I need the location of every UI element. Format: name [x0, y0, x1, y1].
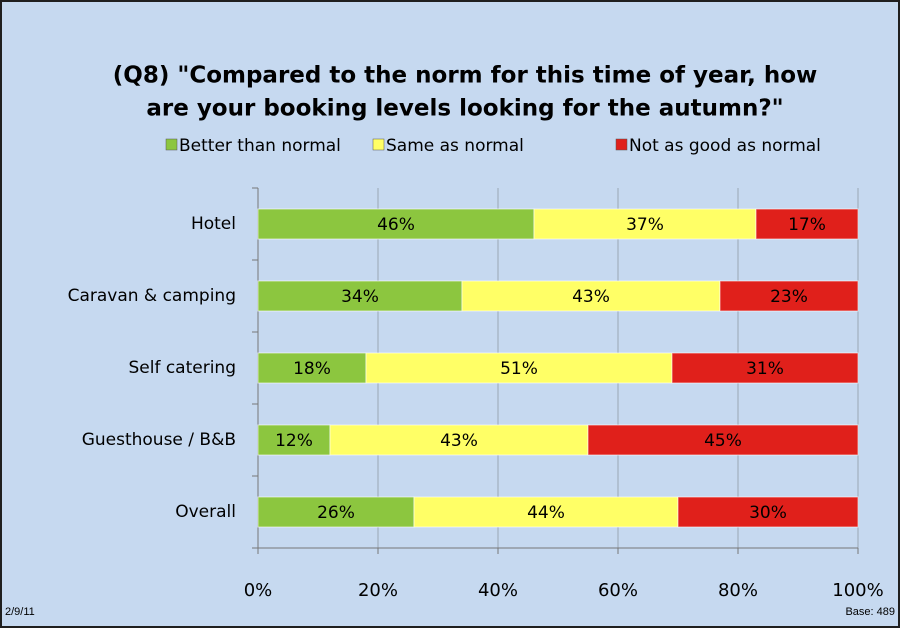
- y-tick-label: Hotel: [191, 214, 236, 234]
- legend-swatch: [165, 138, 178, 151]
- data-label: 17%: [788, 215, 826, 235]
- legend-label: Same as normal: [386, 136, 524, 156]
- bar-segment: [719, 280, 859, 312]
- data-label: 12%: [275, 431, 313, 451]
- data-label: 30%: [749, 503, 787, 523]
- y-tick-label: Overall: [175, 502, 236, 522]
- chart-title: (Q8) "Compared to the norm for this time…: [113, 63, 818, 89]
- bar-segment: [329, 424, 589, 456]
- legend-label: Better than normal: [179, 136, 341, 156]
- legend-swatch: [372, 138, 385, 151]
- data-label: 23%: [770, 287, 808, 307]
- x-tick-label: 20%: [358, 580, 398, 601]
- x-tick-label: 0%: [244, 580, 273, 601]
- x-tick-label: 80%: [718, 580, 758, 601]
- data-label: 44%: [527, 503, 565, 523]
- y-tick-label: Guesthouse / B&B: [82, 430, 236, 450]
- y-tick-label: Self catering: [128, 358, 236, 378]
- bar-segment: [257, 424, 331, 456]
- legend-label: Not as good as normal: [629, 136, 821, 156]
- legend-swatch: [615, 138, 628, 151]
- data-label: 34%: [341, 287, 379, 307]
- data-label: 37%: [626, 215, 664, 235]
- data-label: 26%: [317, 503, 355, 523]
- bar-segment: [677, 496, 859, 528]
- bar-segment: [257, 352, 367, 384]
- data-label: 43%: [572, 287, 610, 307]
- bar-segment: [461, 280, 721, 312]
- data-label: 51%: [500, 359, 538, 379]
- bar-segment: [365, 352, 673, 384]
- bar-segment: [257, 496, 415, 528]
- bar-segment: [671, 352, 859, 384]
- data-label: 43%: [440, 431, 478, 451]
- data-label: 31%: [746, 359, 784, 379]
- bar-segment: [587, 424, 859, 456]
- x-tick-label: 40%: [478, 580, 518, 601]
- data-label: 45%: [704, 431, 742, 451]
- date: 2/9/11: [5, 606, 35, 618]
- x-tick-label: 100%: [832, 580, 883, 601]
- bar-segment: [533, 208, 757, 240]
- chart-title: are your booking levels looking for the …: [146, 96, 783, 122]
- base-note: Base: 489: [845, 606, 895, 618]
- bar-segment: [257, 208, 535, 240]
- x-tick-label: 60%: [598, 580, 638, 601]
- y-tick-label: Caravan & camping: [68, 286, 236, 306]
- data-label: 18%: [293, 359, 331, 379]
- data-label: 46%: [377, 215, 415, 235]
- bar-segment: [755, 208, 859, 240]
